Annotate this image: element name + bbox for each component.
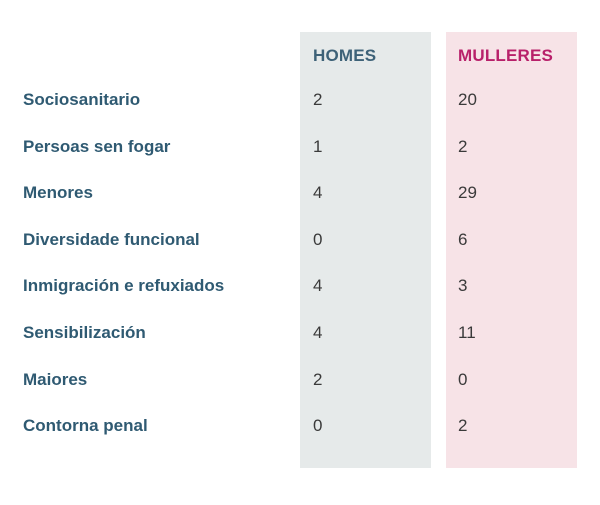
homes-column-header: HOMES [313, 46, 377, 65]
mulleres-value: 2 [458, 416, 468, 435]
mulleres-value: 0 [458, 370, 468, 389]
mulleres-value: 6 [458, 230, 468, 249]
mulleres-value: 20 [458, 90, 477, 109]
row-label: Maiores [23, 370, 88, 389]
homes-value: 0 [313, 230, 323, 249]
mulleres-value: 2 [458, 137, 468, 156]
homes-value: 4 [313, 323, 323, 342]
homes-value: 4 [313, 276, 323, 295]
homes-value: 1 [313, 137, 323, 156]
row-label: Sociosanitario [23, 90, 141, 109]
mulleres-value: 11 [458, 323, 476, 342]
mulleres-column-background [446, 32, 577, 468]
homes-value: 4 [313, 183, 323, 202]
mulleres-value: 29 [458, 183, 477, 202]
row-label: Persoas sen fogar [23, 137, 171, 156]
row-label: Sensibilización [23, 323, 146, 342]
homes-value: 2 [313, 90, 323, 109]
row-label: Menores [23, 183, 93, 202]
mulleres-value: 3 [458, 276, 468, 295]
homes-value: 2 [313, 370, 323, 389]
row-label: Diversidade funcional [23, 230, 200, 249]
homes-value: 0 [313, 416, 323, 435]
row-label: Inmigración e refuxiados [23, 276, 225, 295]
mulleres-column-header: MULLERES [458, 46, 554, 65]
homes-column-background [300, 32, 431, 468]
row-label: Contorna penal [23, 416, 148, 435]
